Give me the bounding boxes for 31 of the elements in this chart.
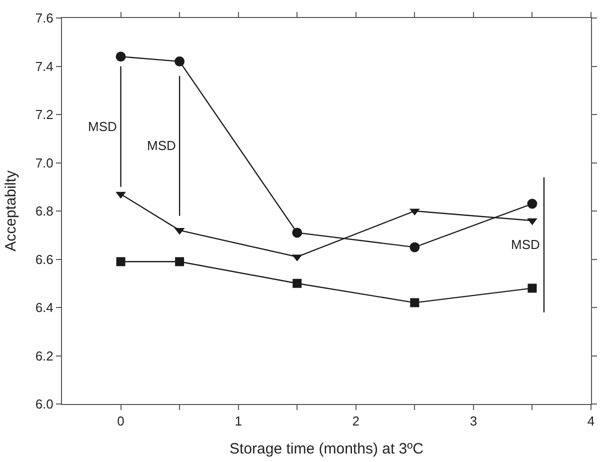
y-tick-label: 6.2 — [35, 348, 54, 364]
point — [528, 284, 537, 293]
x-axis-title: Storage time (months) at 3ºC — [230, 440, 424, 458]
point — [292, 278, 302, 288]
x-tick-label: 3 — [470, 414, 478, 429]
y-tick-label: 7.2 — [35, 107, 54, 122]
point — [527, 198, 538, 209]
point — [527, 218, 538, 226]
point — [116, 52, 126, 62]
y-tick-label: 7.0 — [35, 155, 54, 170]
point — [174, 56, 185, 66]
point — [292, 228, 302, 238]
y-axis-title: Acceptabilty — [2, 170, 20, 252]
y-tick-label: 7.6 — [35, 10, 54, 26]
point — [116, 257, 126, 266]
point — [410, 242, 420, 252]
x-tick-label: 4 — [587, 414, 595, 429]
point — [116, 192, 126, 199]
series-label: MSD — [147, 138, 176, 153]
x-tick-label: 1 — [234, 414, 242, 429]
x-tick-label: 0 — [117, 414, 124, 429]
y-tick-label: 6.0 — [35, 396, 54, 412]
y-tick-label: 6.6 — [35, 252, 54, 267]
series-label: MSD — [88, 119, 117, 134]
y-tick-label: 6.4 — [35, 300, 54, 316]
point — [175, 257, 184, 266]
x-tick-label: 2 — [352, 414, 360, 429]
y-tick-label: 6.8 — [35, 204, 54, 219]
point — [410, 298, 420, 308]
y-tick-label: 7.4 — [35, 58, 54, 74]
series-label: MSD — [511, 237, 540, 252]
